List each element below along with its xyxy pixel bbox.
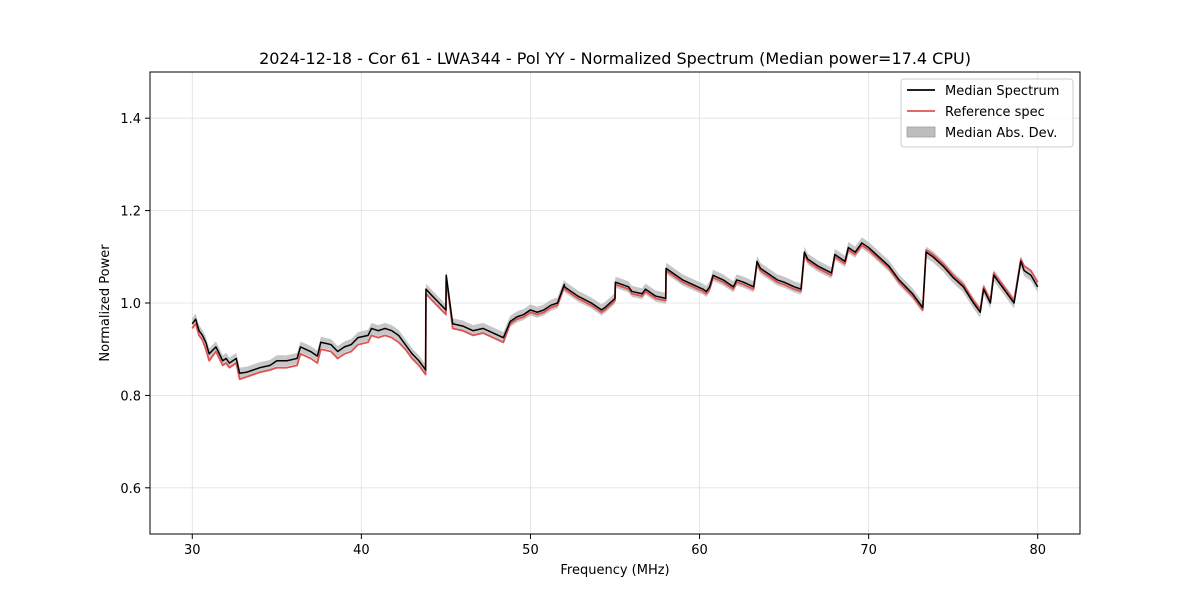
x-tick-label: 80 <box>1029 543 1046 558</box>
legend-mad-label: Median Abs. Dev. <box>945 126 1057 141</box>
reference-spectrum-line <box>191 244 1039 381</box>
x-tick-label: 30 <box>184 543 201 558</box>
series-layer <box>191 242 1039 381</box>
x-axis-label: Frequency (MHz) <box>560 563 669 578</box>
legend-median-label: Median Spectrum <box>945 84 1059 99</box>
y-tick-label: 0.6 <box>120 482 141 497</box>
legend-reference-label: Reference spec <box>945 105 1045 120</box>
y-tick-label: 0.8 <box>120 389 141 404</box>
x-tick-label: 50 <box>522 543 539 558</box>
legend: Median Spectrum Reference spec Median Ab… <box>900 78 1074 148</box>
chart-title: 2024-12-18 - Cor 61 - LWA344 - Pol YY - … <box>259 49 971 68</box>
y-axis-label: Normalized Power <box>98 244 113 362</box>
ticks: 30 40 50 60 70 80 0.6 0.8 1.0 1.2 1.4 <box>120 112 1046 558</box>
y-tick-label: 1.4 <box>120 112 141 127</box>
y-tick-label: 1.0 <box>120 297 141 312</box>
median-spectrum-line <box>191 242 1039 374</box>
y-tick-label: 1.2 <box>120 205 141 220</box>
x-tick-label: 70 <box>860 543 877 558</box>
legend-box <box>900 78 1074 148</box>
x-tick-label: 40 <box>353 543 370 558</box>
legend-mad-swatch <box>906 126 936 138</box>
x-tick-label: 60 <box>691 543 708 558</box>
